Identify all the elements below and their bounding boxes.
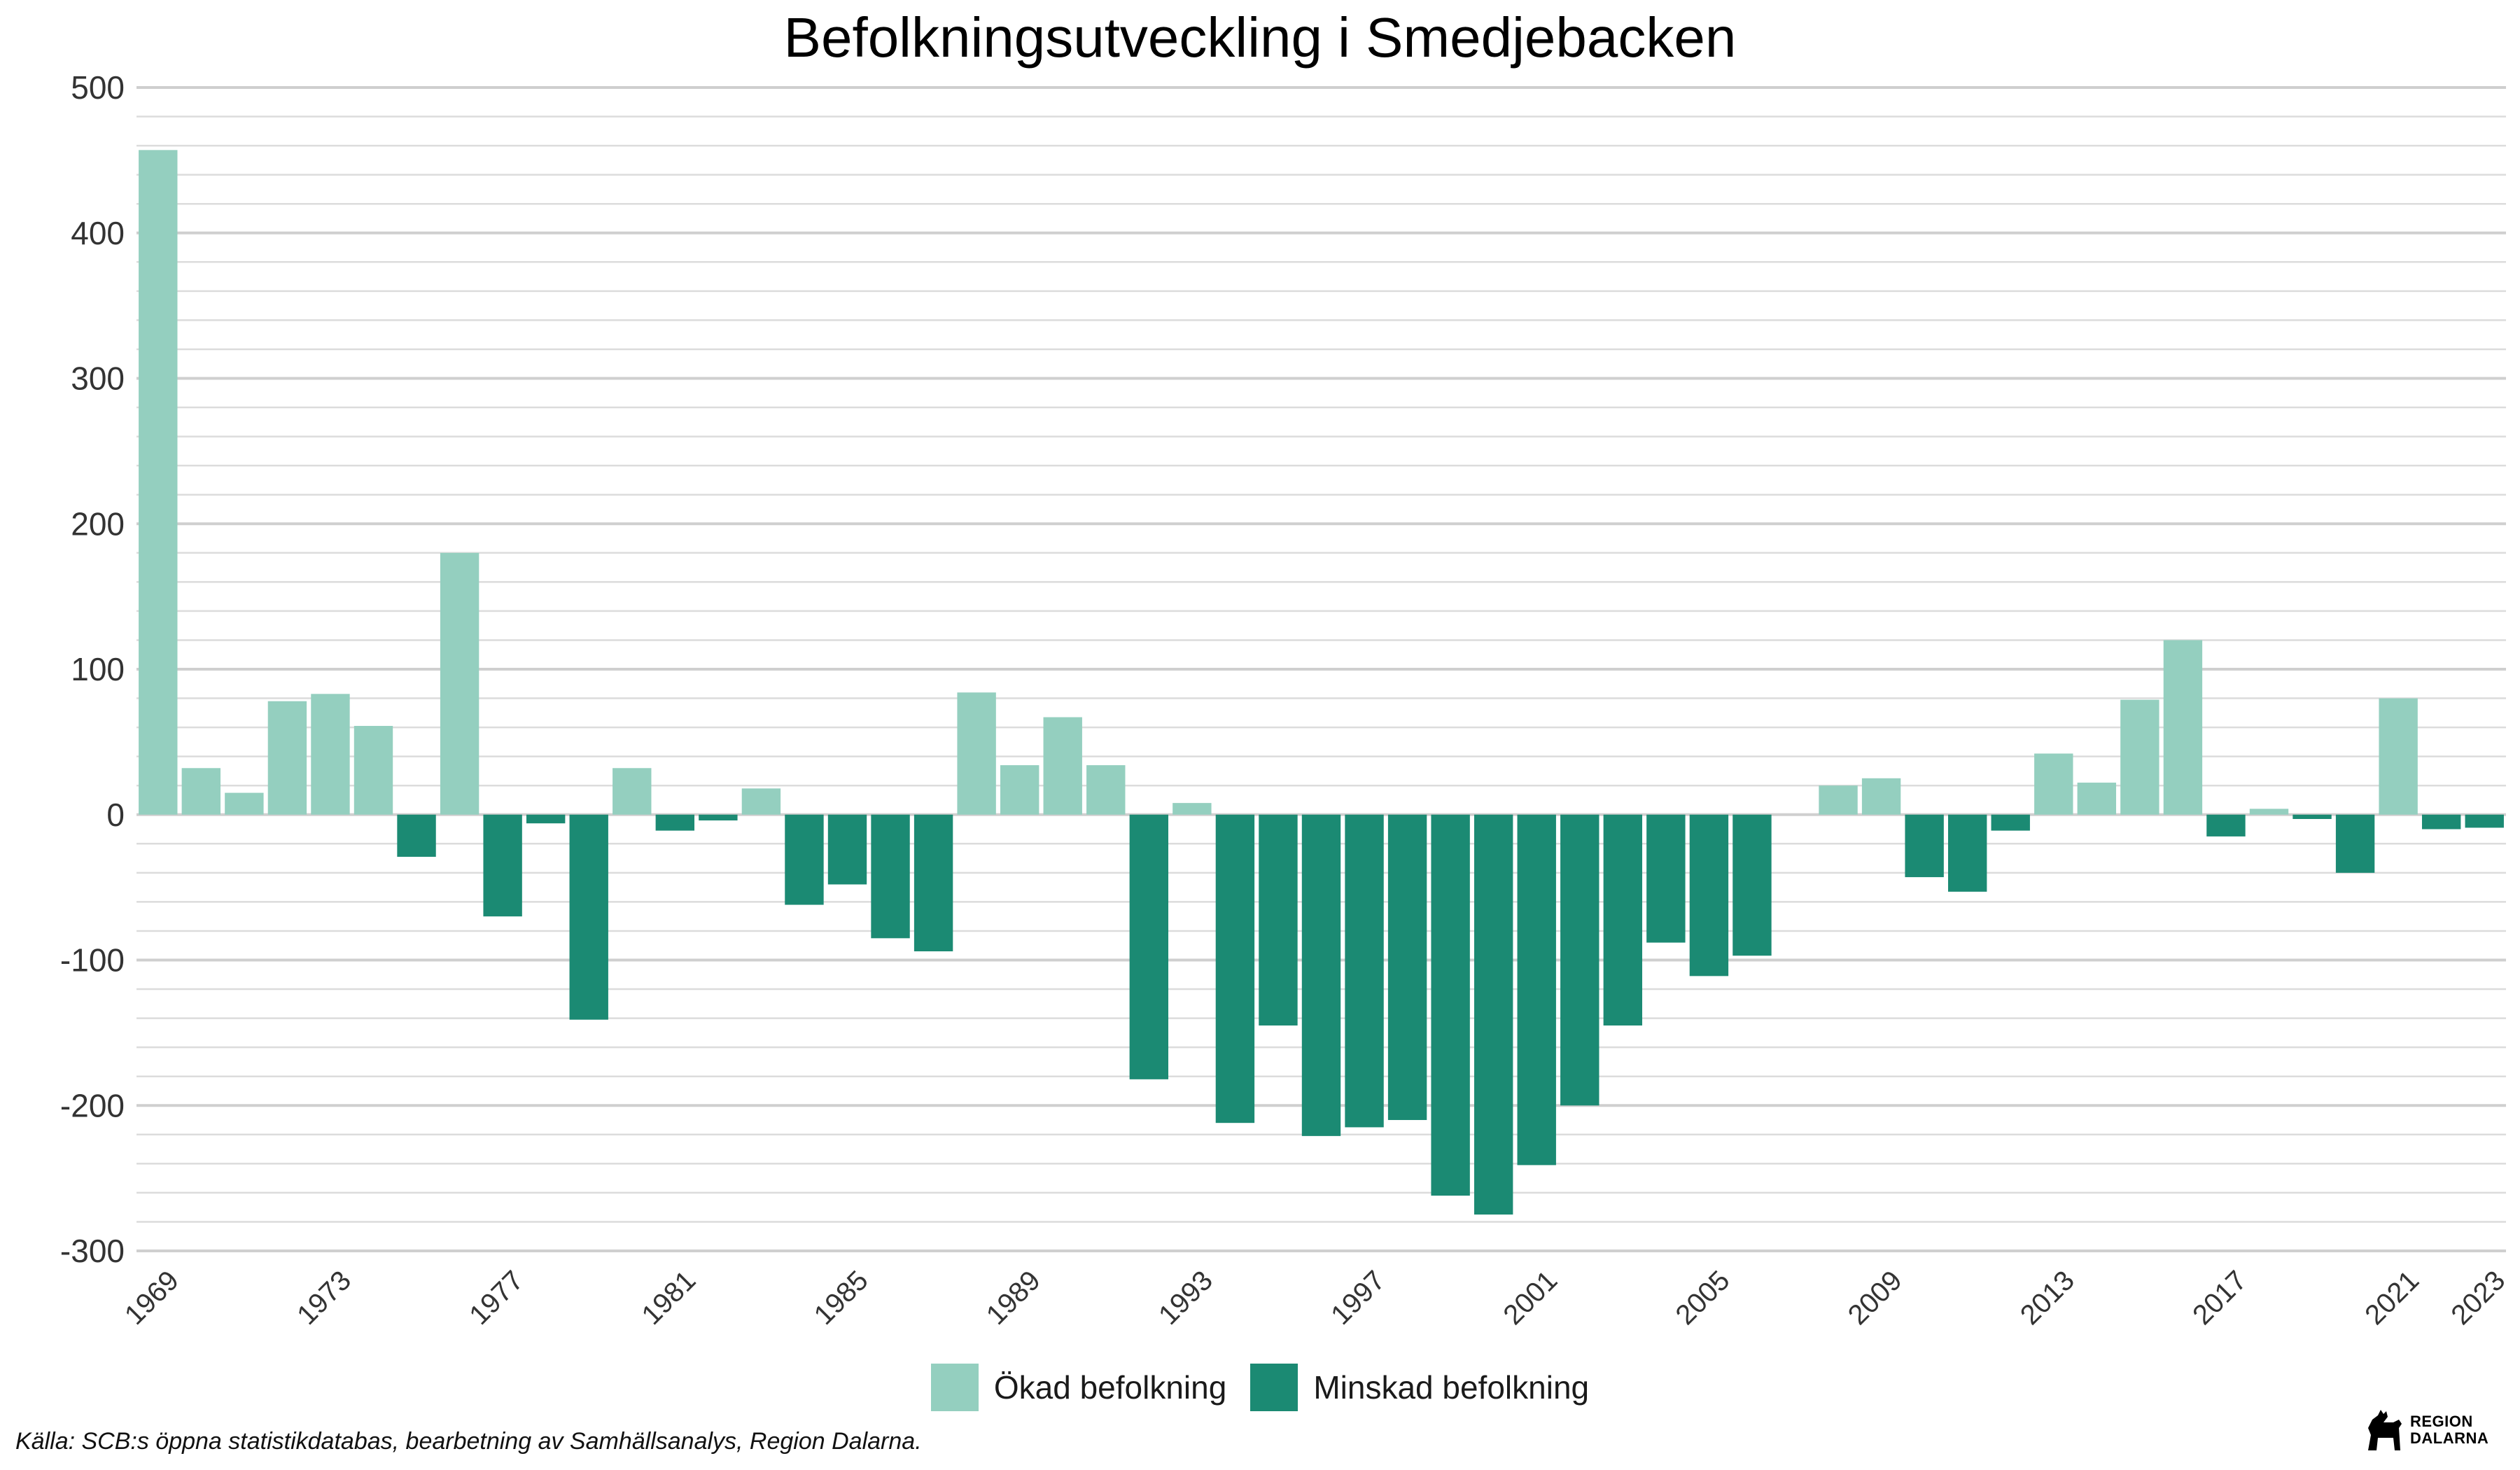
- x-tick-label: 1985: [808, 1265, 874, 1331]
- y-tick-label: 0: [106, 797, 125, 833]
- x-tick-label: 2001: [1497, 1265, 1563, 1331]
- bar-1981: [655, 814, 695, 831]
- bar-2015: [2120, 699, 2160, 815]
- bar-2000: [1474, 814, 1513, 1215]
- bar-2014: [2077, 783, 2117, 815]
- x-tick-label: 1993: [1153, 1265, 1219, 1331]
- bar-1990: [1043, 717, 1082, 815]
- bar-1978: [526, 814, 566, 824]
- bar-2002: [1560, 814, 1600, 1106]
- bar-1985: [827, 814, 867, 885]
- x-tick-label: 1997: [1325, 1265, 1391, 1331]
- y-tick-label: 300: [71, 360, 125, 397]
- bar-1992: [1129, 814, 1169, 1079]
- bar-2009: [1861, 778, 1901, 815]
- bar-2023: [2465, 814, 2504, 828]
- bar-1971: [225, 792, 264, 815]
- legend-swatch-decrease: [1250, 1364, 1298, 1411]
- legend: Ökad befolkning Minskad befolkning: [0, 1364, 2520, 1411]
- bar-1975: [397, 814, 436, 857]
- bar-2021: [2379, 698, 2418, 815]
- bar-1994: [1215, 814, 1255, 1124]
- source-note: Källa: SCB:s öppna statistikdatabas, bea…: [15, 1428, 922, 1455]
- y-tick-label: 200: [71, 505, 125, 542]
- bar-1979: [569, 814, 608, 1020]
- x-tick-label: 2021: [2359, 1265, 2425, 1331]
- bar-1984: [785, 814, 824, 905]
- bar-1991: [1086, 765, 1126, 815]
- x-tick-label: 1973: [291, 1265, 357, 1331]
- bar-1969: [139, 150, 178, 815]
- bar-2005: [1689, 814, 1729, 976]
- legend-label-increase: Ökad befolkning: [993, 1369, 1227, 1406]
- bar-1976: [440, 552, 479, 815]
- bar-2004: [1646, 814, 1686, 943]
- bar-2010: [1905, 814, 1944, 878]
- bar-1998: [1387, 814, 1427, 1121]
- y-tick-label: -300: [60, 1233, 125, 1269]
- bar-1996: [1301, 814, 1341, 1136]
- bar-1977: [483, 814, 522, 917]
- bar-2018: [2249, 808, 2289, 815]
- region-dalarna-logo: REGION DALARNA: [2362, 1407, 2488, 1453]
- bar-1999: [1431, 814, 1470, 1196]
- y-tick-label: -100: [60, 942, 125, 979]
- chart-title: Befolkningsutveckling i Smedjebacken: [783, 6, 1737, 69]
- x-tick-label: 2023: [2445, 1265, 2511, 1331]
- bar-1993: [1172, 803, 1212, 815]
- bar-1970: [181, 768, 221, 815]
- logo-text-region: REGION: [2410, 1413, 2473, 1430]
- x-tick-label: 1969: [119, 1265, 185, 1331]
- y-tick-label: -200: [60, 1087, 125, 1124]
- x-tick-label: 2017: [2187, 1265, 2253, 1331]
- logo-text-dalarna: DALARNA: [2410, 1429, 2489, 1447]
- bar-1982: [699, 814, 738, 821]
- y-tick-label: 100: [71, 651, 125, 687]
- bar-1972: [267, 701, 307, 815]
- bar-1997: [1345, 814, 1384, 1128]
- dala-horse-icon: [2368, 1410, 2402, 1450]
- bar-2003: [1603, 814, 1643, 1026]
- x-tick-label: 2013: [2015, 1265, 2080, 1331]
- bar-1980: [612, 768, 652, 815]
- x-axis-tick-labels: 1969 1973 1977 1981 1985 1989 1993 1997 2001 2005…: [119, 1265, 2511, 1331]
- legend-swatch-increase: [930, 1364, 979, 1411]
- bar-2011: [1947, 814, 1987, 892]
- bar-2016: [2163, 640, 2203, 815]
- bar-2017: [2206, 814, 2246, 836]
- legend-label-decrease: Minskad befolkning: [1313, 1369, 1590, 1406]
- y-tick-label: 400: [71, 215, 125, 251]
- legend-item-decrease: Minskad befolkning: [1250, 1364, 1589, 1411]
- y-axis-tick-labels: 500 400 300 200 100 0 -100 -200 -300: [60, 69, 125, 1269]
- bar-2008: [1819, 785, 1858, 815]
- x-tick-label: 2009: [1842, 1265, 1908, 1331]
- bar-1989: [1000, 765, 1040, 815]
- bar-2019: [2292, 814, 2332, 819]
- bar-1974: [354, 726, 393, 815]
- bar-1983: [741, 788, 781, 815]
- x-tick-label: 1989: [981, 1265, 1046, 1331]
- bar-2012: [1991, 814, 2030, 831]
- x-tick-label: 1981: [636, 1265, 701, 1331]
- bar-2013: [2034, 753, 2073, 815]
- bar-1995: [1259, 814, 1298, 1026]
- bar-2006: [1732, 814, 1772, 956]
- bars: [139, 150, 2504, 1215]
- bar-2001: [1517, 814, 1556, 1166]
- bar-1988: [957, 692, 996, 815]
- bar-2020: [2335, 814, 2375, 873]
- x-tick-label: 1977: [463, 1265, 529, 1331]
- legend-item-increase: Ökad befolkning: [930, 1364, 1227, 1411]
- bar-1987: [913, 814, 953, 952]
- x-tick-label: 2005: [1670, 1265, 1736, 1331]
- bar-1973: [311, 694, 350, 815]
- bar-2022: [2421, 814, 2461, 830]
- y-tick-label: 500: [71, 69, 125, 106]
- bar-1986: [871, 814, 910, 939]
